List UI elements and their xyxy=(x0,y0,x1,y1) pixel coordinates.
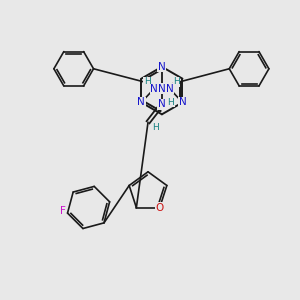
Text: H: H xyxy=(167,98,174,107)
Text: N: N xyxy=(166,84,173,94)
Text: N: N xyxy=(150,84,158,94)
Text: N: N xyxy=(137,98,145,107)
Text: N: N xyxy=(158,62,166,72)
Text: N: N xyxy=(158,84,166,94)
Text: H: H xyxy=(173,77,180,86)
Text: F: F xyxy=(60,206,66,216)
Text: N: N xyxy=(178,98,186,107)
Text: H: H xyxy=(144,77,151,86)
Text: O: O xyxy=(155,202,164,213)
Text: N: N xyxy=(158,99,166,110)
Text: H: H xyxy=(153,123,159,132)
